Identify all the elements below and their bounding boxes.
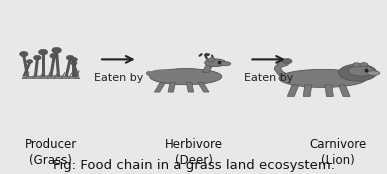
Ellipse shape bbox=[219, 62, 231, 66]
Polygon shape bbox=[187, 82, 194, 92]
Ellipse shape bbox=[146, 72, 153, 76]
Circle shape bbox=[339, 64, 377, 81]
Ellipse shape bbox=[208, 58, 215, 62]
Polygon shape bbox=[34, 59, 39, 77]
Polygon shape bbox=[49, 58, 55, 77]
Ellipse shape bbox=[150, 69, 222, 85]
Polygon shape bbox=[22, 56, 29, 77]
Text: Eaten by: Eaten by bbox=[244, 73, 293, 83]
Ellipse shape bbox=[33, 55, 41, 60]
Polygon shape bbox=[55, 53, 60, 77]
Polygon shape bbox=[339, 85, 350, 96]
Ellipse shape bbox=[50, 53, 58, 58]
Ellipse shape bbox=[70, 57, 77, 62]
Ellipse shape bbox=[360, 63, 368, 67]
Text: Herbivore
(Deer): Herbivore (Deer) bbox=[164, 138, 223, 167]
Polygon shape bbox=[154, 82, 166, 92]
Polygon shape bbox=[198, 82, 209, 92]
Polygon shape bbox=[41, 54, 45, 77]
Polygon shape bbox=[168, 82, 175, 92]
Ellipse shape bbox=[66, 55, 74, 60]
Ellipse shape bbox=[27, 60, 33, 63]
Ellipse shape bbox=[20, 51, 28, 57]
Polygon shape bbox=[202, 64, 214, 72]
Text: Fig: Food chain in a grass land ecosystem.: Fig: Food chain in a grass land ecosyste… bbox=[53, 159, 334, 172]
Polygon shape bbox=[72, 61, 75, 77]
Polygon shape bbox=[65, 59, 72, 77]
Ellipse shape bbox=[38, 49, 48, 55]
Ellipse shape bbox=[148, 69, 178, 80]
Polygon shape bbox=[287, 85, 299, 96]
Text: Eaten by: Eaten by bbox=[94, 73, 143, 83]
Ellipse shape bbox=[282, 58, 292, 64]
Ellipse shape bbox=[279, 69, 367, 87]
Ellipse shape bbox=[348, 66, 375, 76]
Ellipse shape bbox=[71, 61, 77, 65]
Polygon shape bbox=[303, 85, 312, 96]
Polygon shape bbox=[72, 65, 79, 77]
Polygon shape bbox=[22, 63, 31, 77]
Polygon shape bbox=[22, 76, 80, 78]
Ellipse shape bbox=[353, 63, 361, 67]
Text: Producer
(Grass): Producer (Grass) bbox=[25, 138, 77, 167]
Polygon shape bbox=[325, 85, 333, 96]
Ellipse shape bbox=[205, 59, 226, 66]
Ellipse shape bbox=[367, 71, 380, 75]
Text: Carnivore
(Lion): Carnivore (Lion) bbox=[310, 138, 367, 167]
Ellipse shape bbox=[52, 47, 62, 53]
